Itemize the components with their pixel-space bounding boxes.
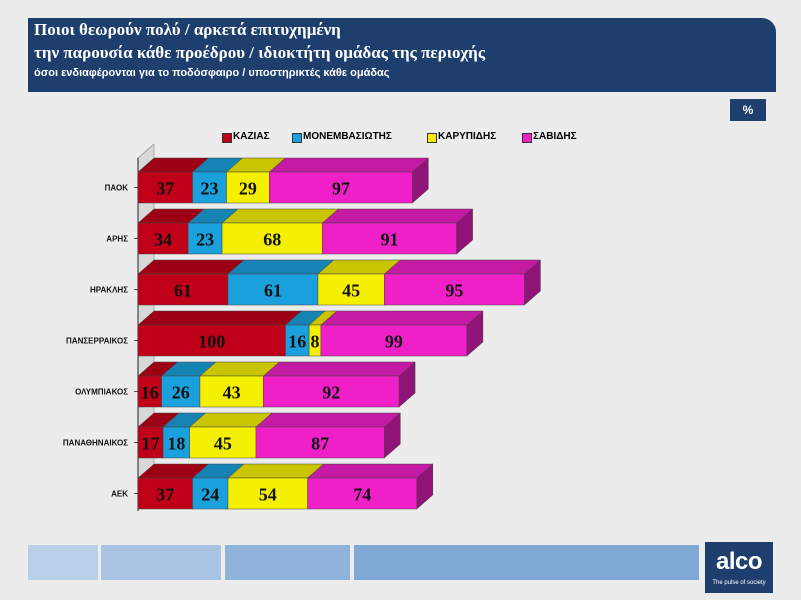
bar-top-face xyxy=(306,463,434,479)
data-label: 92 xyxy=(322,383,340,403)
bar-side-face xyxy=(384,412,401,459)
legend-swatch xyxy=(522,133,532,143)
unit-badge: % xyxy=(730,99,766,121)
chart-title-line1: Ποιοι θεωρούν πολύ / αρκετά επιτυχημένη xyxy=(34,20,341,39)
bar-segment xyxy=(255,426,385,459)
category-label: ΑΕΚ xyxy=(111,490,128,499)
title-banner: Ποιοι θεωρούν πολύ / αρκετά επιτυχημένη … xyxy=(28,18,776,92)
data-label: 99 xyxy=(385,332,403,352)
bar-segment xyxy=(227,273,319,306)
category-label: ΗΡΑΚΛΗΣ xyxy=(90,286,128,295)
data-label: 54 xyxy=(259,485,277,505)
category-label: ΠΑΝΑΘΗΝΑΙΚΟΣ xyxy=(63,439,128,448)
data-label: 23 xyxy=(201,179,219,199)
legend-swatch xyxy=(292,133,302,143)
footer-box-4 xyxy=(354,545,699,580)
data-label: 45 xyxy=(342,281,360,301)
data-label: 37 xyxy=(156,485,174,505)
legend-swatch xyxy=(222,133,232,143)
data-label: 87 xyxy=(311,434,329,454)
bar-segment xyxy=(226,171,270,204)
data-label: 17 xyxy=(142,434,160,454)
bar-top-face xyxy=(262,361,416,377)
logo-word: alco xyxy=(715,548,763,575)
bar-segment xyxy=(192,171,227,204)
bar-side-face xyxy=(416,463,434,510)
bar-segment xyxy=(137,273,229,306)
footer-box-2 xyxy=(101,545,221,580)
legend-swatch xyxy=(427,133,437,143)
bar-side-face xyxy=(466,310,484,357)
bar-top-face xyxy=(227,259,335,275)
bar-segment xyxy=(263,375,400,408)
bar-side-face xyxy=(524,259,541,306)
bar-segment xyxy=(269,171,413,204)
bar-top-face xyxy=(321,208,474,224)
data-label: 97 xyxy=(332,179,350,199)
bar-segment xyxy=(137,222,189,255)
data-label: 18 xyxy=(167,434,185,454)
category-label: ΟΛΥΜΠΙΑΚΟΣ xyxy=(75,388,128,397)
alco-logo: alco The pulse of society xyxy=(705,542,773,593)
bar-top-face xyxy=(255,412,401,428)
data-label: 43 xyxy=(223,383,241,403)
bar-segment xyxy=(317,273,385,306)
bar-segment xyxy=(137,324,286,357)
bar-top-face xyxy=(383,259,542,275)
data-label: 24 xyxy=(201,485,219,505)
data-label: 37 xyxy=(156,179,174,199)
data-label: 16 xyxy=(288,332,306,352)
bar-segment xyxy=(307,477,418,510)
bar-top-face xyxy=(137,310,303,326)
bar-segment xyxy=(322,222,457,255)
data-label: 8 xyxy=(311,332,320,352)
legend-label: ΣΑΒΙΔΗΣ xyxy=(533,131,577,142)
data-label: 61 xyxy=(174,281,192,301)
data-label: 61 xyxy=(264,281,282,301)
chart-subtitle: όσοι ενδιαφέρονται για το ποδόσφαιρο / υ… xyxy=(34,67,390,79)
bar-top-face xyxy=(137,259,245,275)
bar-top-face xyxy=(227,463,325,479)
category-label: ΠΑΝΣΕΡΡΑΙΚΟΣ xyxy=(66,337,128,346)
category-label: ΠΑΟΚ xyxy=(105,184,129,193)
footer-box-1 xyxy=(28,545,98,580)
data-label: 100 xyxy=(198,332,225,352)
logo-tagline: The pulse of society xyxy=(712,580,766,586)
data-label: 26 xyxy=(172,383,190,403)
data-label: 95 xyxy=(445,281,463,301)
bar-segment xyxy=(137,477,193,510)
data-label: 74 xyxy=(353,485,371,505)
data-label: 68 xyxy=(263,230,281,250)
bar-top-face xyxy=(320,310,484,326)
data-label: 34 xyxy=(154,230,172,250)
legend-label: ΜΟΝΕΜΒΑΣΙΩΤΗΣ xyxy=(303,131,392,142)
data-label: 29 xyxy=(239,179,257,199)
bar-side-face xyxy=(412,157,429,204)
bar-segment xyxy=(221,222,323,255)
bar-top-face xyxy=(221,208,340,224)
bar-segment xyxy=(384,273,525,306)
bar-segment xyxy=(192,477,229,510)
bar-side-face xyxy=(456,208,473,255)
legend-label: ΚΑΖΙΑΣ xyxy=(233,131,270,142)
data-label: 45 xyxy=(214,434,232,454)
bar-segment xyxy=(189,426,257,459)
data-label: 16 xyxy=(141,383,159,403)
bar-segment xyxy=(227,477,308,510)
legend-label: ΚΑΡΥΠΙΔΗΣ xyxy=(438,131,497,142)
bar-top-face xyxy=(268,157,430,173)
bar-segment xyxy=(137,426,164,459)
bar-side-face xyxy=(398,361,416,408)
category-label: ΑΡΗΣ xyxy=(106,235,128,244)
footer-box-3 xyxy=(225,545,350,580)
data-label: 23 xyxy=(196,230,214,250)
chart-title-line2: την παρουσία κάθε προέδρου / ιδιοκτήτη ο… xyxy=(34,43,485,62)
data-label: 91 xyxy=(380,230,398,250)
bar-segment xyxy=(320,324,468,357)
